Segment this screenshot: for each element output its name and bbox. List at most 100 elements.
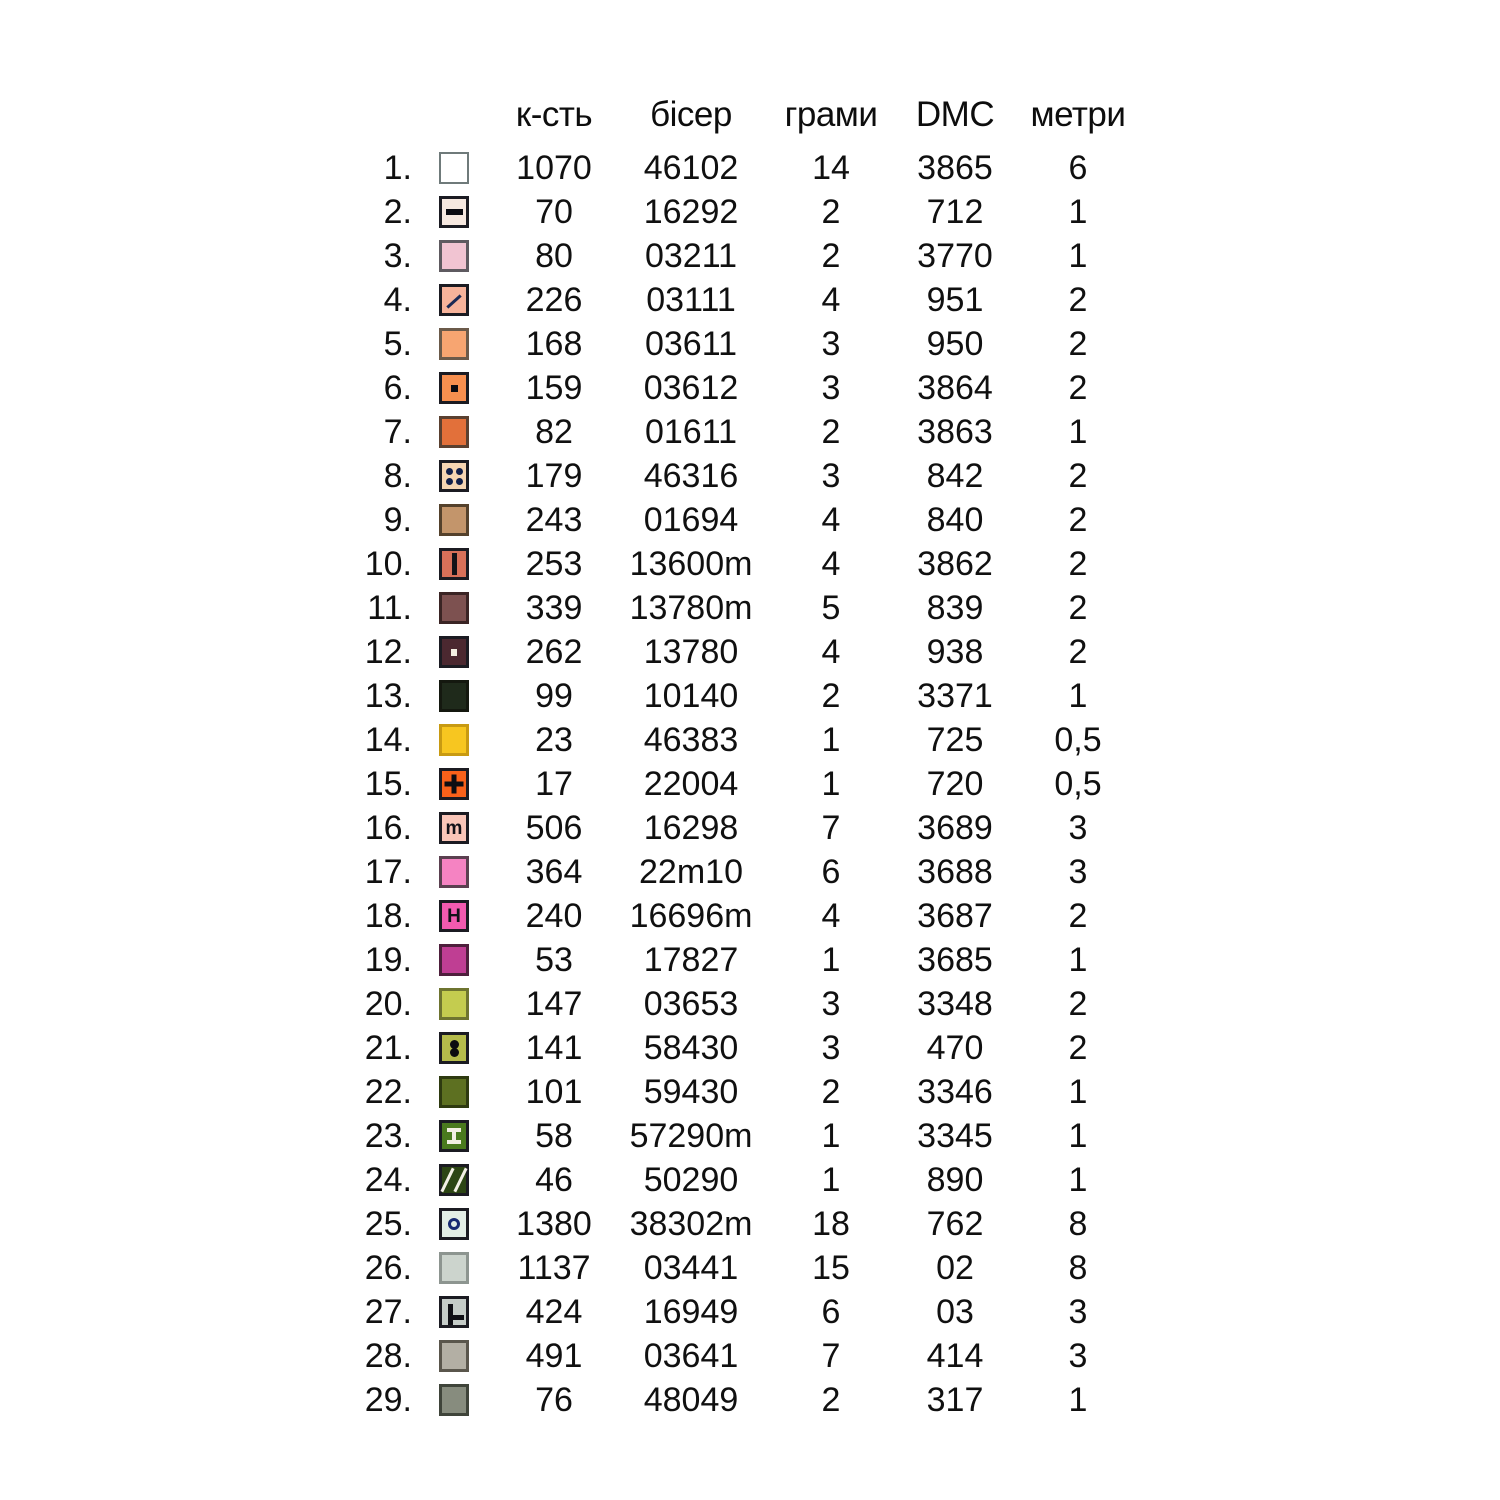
row-meters: 1: [1068, 1116, 1088, 1155]
swatch-none-icon: [439, 944, 469, 976]
row-index: 7.: [383, 412, 412, 451]
row-meters: 2: [1068, 368, 1088, 407]
row-index: 13.: [364, 676, 412, 715]
color-swatch-cell: [412, 1158, 496, 1202]
row-index: 10.: [364, 544, 412, 583]
color-swatch-cell: [412, 322, 496, 366]
row-grams: 3: [821, 368, 841, 407]
row-grams: 2: [821, 676, 841, 715]
row-bead: 03653: [643, 984, 739, 1023]
row-grams: 3: [821, 1028, 841, 1067]
table-row: 8. 179 46316 3 842 2: [348, 454, 1138, 498]
color-swatch-cell: [412, 1026, 496, 1070]
row-quantity: 101: [525, 1072, 583, 1111]
table-row: 19. 53 17827 1 3685 1: [348, 938, 1138, 982]
row-quantity: 364: [525, 852, 583, 891]
table-row: 1. 1070 46102 14 3865 6: [348, 146, 1138, 190]
bead-thread-legend-table: к-сть бісер грами DMC метри 1. 1070 46102 1…: [348, 84, 1138, 1422]
color-swatch-cell: [412, 938, 496, 982]
table-row: 9. 243 01694 4 840 2: [348, 498, 1138, 542]
row-meters: 2: [1068, 280, 1088, 319]
row-index: 12.: [364, 632, 412, 671]
table-row: 13. 99 10140 2 3371 1: [348, 674, 1138, 718]
row-bead: 48049: [643, 1380, 739, 1419]
swatch-letter-icon: H: [439, 900, 469, 932]
row-grams: 7: [821, 1336, 841, 1375]
row-meters: 1: [1068, 192, 1088, 231]
table-row: 21. 141 58430 3 470 2: [348, 1026, 1138, 1070]
row-meters: 8: [1068, 1204, 1088, 1243]
row-grams: 2: [821, 1072, 841, 1111]
row-meters: 6: [1068, 148, 1088, 187]
row-dmc: 470: [926, 1028, 984, 1067]
row-meters: 1: [1068, 1160, 1088, 1199]
row-bead: 01611: [644, 412, 738, 451]
color-swatch-cell: [412, 1378, 496, 1422]
swatch-symbol-diag: [442, 287, 466, 313]
row-index: 9.: [383, 500, 412, 539]
row-dmc: 03: [936, 1292, 974, 1331]
row-bead: 22m10: [639, 852, 743, 891]
row-quantity: 1137: [517, 1248, 591, 1287]
row-index: 11.: [367, 588, 412, 627]
row-bead: 13780: [643, 632, 739, 671]
header-swatch: [412, 84, 496, 146]
row-grams: 1: [821, 764, 841, 803]
swatch-2dots-icon: [439, 1032, 469, 1064]
row-meters: 3: [1068, 1336, 1088, 1375]
row-bead: 16696m: [629, 896, 753, 935]
row-grams: 18: [812, 1204, 850, 1243]
table-row: 14. 23 46383 1 725 0,5: [348, 718, 1138, 762]
swatch-vbar-icon: [439, 548, 469, 580]
row-quantity: 58: [535, 1116, 573, 1155]
row-grams: 1: [821, 1116, 841, 1155]
row-quantity: 17: [535, 764, 573, 803]
row-quantity: 491: [525, 1336, 583, 1375]
row-quantity: 80: [535, 236, 573, 275]
row-grams: 1: [821, 720, 841, 759]
swatch-4dots-icon: [439, 460, 469, 492]
row-bead: 58430: [643, 1028, 739, 1067]
table-row: 28. 491 03641 7 414 3: [348, 1334, 1138, 1378]
row-grams: 2: [821, 1380, 841, 1419]
row-dmc: 317: [926, 1380, 984, 1419]
row-index: 1.: [383, 148, 412, 187]
row-bead: 03441: [643, 1248, 739, 1287]
row-index: 27.: [364, 1292, 412, 1331]
color-swatch-cell: [412, 498, 496, 542]
table-row: 5. 168 03611 3 950 2: [348, 322, 1138, 366]
row-bead: 16292: [643, 192, 739, 231]
row-meters: 0,5: [1054, 720, 1102, 759]
row-index: 15.: [364, 764, 412, 803]
row-bead: 59430: [643, 1072, 739, 1111]
row-index: 5.: [383, 324, 412, 363]
swatch-none-icon: [439, 1076, 469, 1108]
row-dmc: 3864: [917, 368, 993, 407]
header-grams: грами: [784, 95, 878, 134]
row-quantity: 253: [525, 544, 583, 583]
row-bead: 17827: [643, 940, 739, 979]
color-swatch-cell: [412, 1114, 496, 1158]
row-bead: 38302m: [629, 1204, 753, 1243]
row-index: 23.: [364, 1116, 412, 1155]
row-index: 6.: [383, 368, 412, 407]
color-swatch-cell: [412, 1070, 496, 1114]
row-dmc: 3688: [917, 852, 993, 891]
table-row: 16. m 506 16298 7 3689 3: [348, 806, 1138, 850]
table-row: 7. 82 01611 2 3863 1: [348, 410, 1138, 454]
color-swatch-cell: [412, 234, 496, 278]
swatch-none-icon: [439, 680, 469, 712]
row-grams: 3: [821, 984, 841, 1023]
swatch-none-icon: [439, 856, 469, 888]
row-bead: 03612: [643, 368, 739, 407]
row-dmc: 414: [926, 1336, 984, 1375]
swatch-symbol-ring: [442, 1211, 466, 1237]
row-meters: 2: [1068, 1028, 1088, 1067]
row-dmc: 3345: [917, 1116, 993, 1155]
table-header: к-сть бісер грами DMC метри: [348, 84, 1138, 146]
row-bead: 50290: [643, 1160, 739, 1199]
row-quantity: 424: [525, 1292, 583, 1331]
table-row: 12. 262 13780 4 938 2: [348, 630, 1138, 674]
color-swatch-cell: [412, 190, 496, 234]
row-grams: 2: [821, 192, 841, 231]
